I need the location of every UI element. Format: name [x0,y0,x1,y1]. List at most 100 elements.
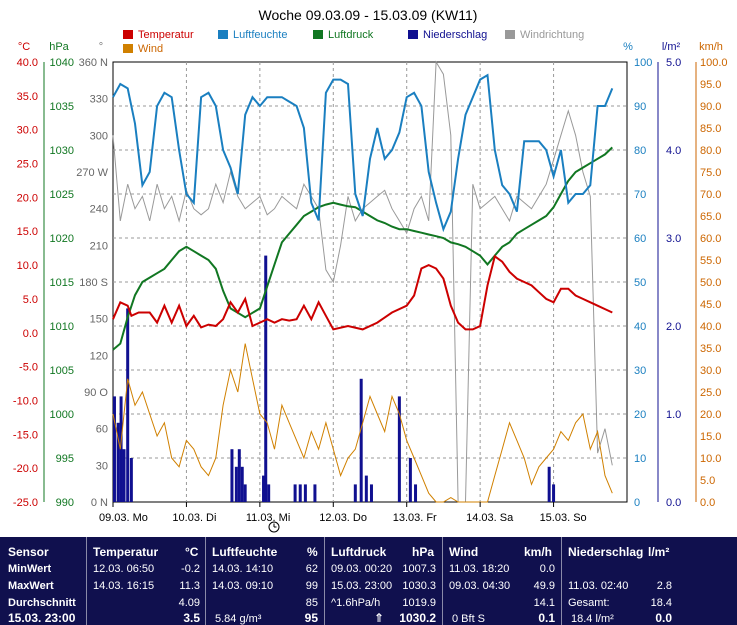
rain-tick-1: 4.0 [666,145,681,157]
wind-tick-7: 65.0 [700,211,721,223]
axis-unit-5: km/h [699,41,723,53]
direction-tick-6: 180 S [79,277,108,289]
rain-bar-17 [313,484,317,502]
wind-tick-19: 5.0 [700,475,715,487]
luftdruck-max-value: 1030.3 [402,580,436,592]
temp-tick-8: 0.0 [23,328,38,340]
wind-tick-10: 50.0 [700,277,721,289]
temperatur-max-time: 14.03. 16:15 [93,580,155,592]
niederschlag-total-label: Gesamt: [568,597,610,609]
direction-tick-11: 30 [96,460,108,472]
humidity-tick-3: 70 [634,189,646,201]
direction-tick-2: 300 [90,130,108,142]
direction-tick-3: 270 W [76,167,108,179]
luftfeuchte-avg-value: 85 [305,597,318,609]
sensor-header: Sensor [8,545,49,559]
durchschnitt-label: Durchschnitt [8,597,76,609]
direction-tick-1: 330 [90,94,108,106]
left-axes: 40.0 35.0 30.0 25.0 20.0 15.0 10.0 5.0 0.0 -5.0 -1… [13,57,109,509]
luftdruck-unit: hPa [412,545,435,559]
rain-tick-3: 2.0 [666,321,681,333]
rain-bar-4 [126,308,130,502]
temp-tick-9: -5.0 [19,362,38,374]
niederschlag-total-value: 18.4 [650,597,672,609]
pressure-tick-4: 1020 [50,233,74,245]
humidity-tick-8: 20 [634,409,646,421]
axis-unit-4: l/m² [662,41,681,53]
humidity-tick-4: 60 [634,233,646,245]
rain-bar-12 [264,255,268,502]
legend-label-2: Luftfeuchte [233,29,287,41]
wind-max-value: 49.9 [533,580,555,592]
temp-tick-7: 5.0 [23,294,38,306]
current-time: 15.03. 23:00 [8,611,76,625]
wind-tick-9: 55.0 [700,255,721,267]
series-line-wind [112,343,613,503]
wind-tick-3: 85.0 [700,123,721,135]
x-label-5: 14.03. Sa [466,512,514,524]
legend: Temperatur Wind Luftfeuchte Luftdruck Nieder… [123,29,584,55]
legend-label-0: Temperatur [138,29,194,41]
rain-bar-21 [369,484,373,502]
temperatur-unit: °C [185,545,199,559]
temp-tick-10: -10.0 [13,395,38,407]
pressure-tick-5: 1015 [50,277,74,289]
direction-tick-7: 150 [90,314,108,326]
rain-bar-2 [119,396,123,502]
humidity-tick-1: 90 [634,101,646,113]
rain-bar-7 [234,466,238,502]
rain-bar-9 [240,466,244,502]
luftfeuchte-unit: % [307,545,318,559]
minwert-label: MinWert [8,563,52,575]
legend-swatch-3 [313,30,323,39]
x-label-6: 15.03. So [540,512,587,524]
temp-tick-1: 35.0 [17,91,38,103]
series-line-temperatur [112,254,613,331]
wind-tick-1: 95.0 [700,79,721,91]
temp-tick-6: 10.0 [17,260,38,272]
temperatur-min-value: -0.2 [181,563,200,575]
rain-tick-5: 0.0 [666,497,681,509]
legend-swatch-4 [408,30,418,39]
wind-tick-18: 10.0 [700,453,721,465]
rain-bar-24 [414,484,418,502]
axis-unit-0: °C [18,41,30,53]
wind-tick-17: 15.0 [700,431,721,443]
pressure-tick-6: 1010 [50,321,74,333]
wind-unit: km/h [524,545,553,559]
niederschlag-current-value: 0.0 [655,611,672,625]
clock-icon [268,521,280,533]
rising-arrow-icon: ⇑ [374,611,385,625]
direction-tick-5: 210 [90,240,108,252]
series-lines [112,60,614,503]
pressure-tick-2: 1030 [50,145,74,157]
luftfeuchte-header: Luftfeuchte [212,545,278,559]
wind-tick-5: 75.0 [700,167,721,179]
temp-tick-4: 20.0 [17,192,38,204]
rain-bar-23 [408,458,412,502]
humidity-tick-7: 30 [634,365,646,377]
x-label-1: 10.03. Di [172,512,216,524]
rain-bar-6 [230,449,234,502]
rain-bar-20 [364,475,368,502]
legend-label-4: Niederschlag [423,29,487,41]
pressure-tick-1: 1035 [50,101,74,113]
wind-tick-14: 30.0 [700,365,721,377]
wind-tick-6: 70.0 [700,189,721,201]
direction-tick-10: 60 [96,424,108,436]
wind-tick-0: 100.0 [700,57,728,69]
axis-unit-2: ° [99,41,103,53]
wind-tick-2: 90.0 [700,101,721,113]
humidity-tick-10: 0 [634,497,640,509]
luftdruck-max-time: 15.03. 23:00 [331,580,393,592]
rain-bar-11 [262,475,266,502]
series-line-luftfeuchte [112,73,614,233]
legend-swatch-2 [218,30,228,39]
pressure-tick-8: 1000 [50,409,74,421]
rain-tick-0: 5.0 [666,57,681,69]
rain-bar-22 [397,396,401,502]
luftfeuchte-current-value: 95 [304,611,318,625]
temp-tick-2: 30.0 [17,125,38,137]
axis-unit-labels: °C hPa °% l/m² km/h [18,41,723,53]
wind-tick-15: 25.0 [700,387,721,399]
